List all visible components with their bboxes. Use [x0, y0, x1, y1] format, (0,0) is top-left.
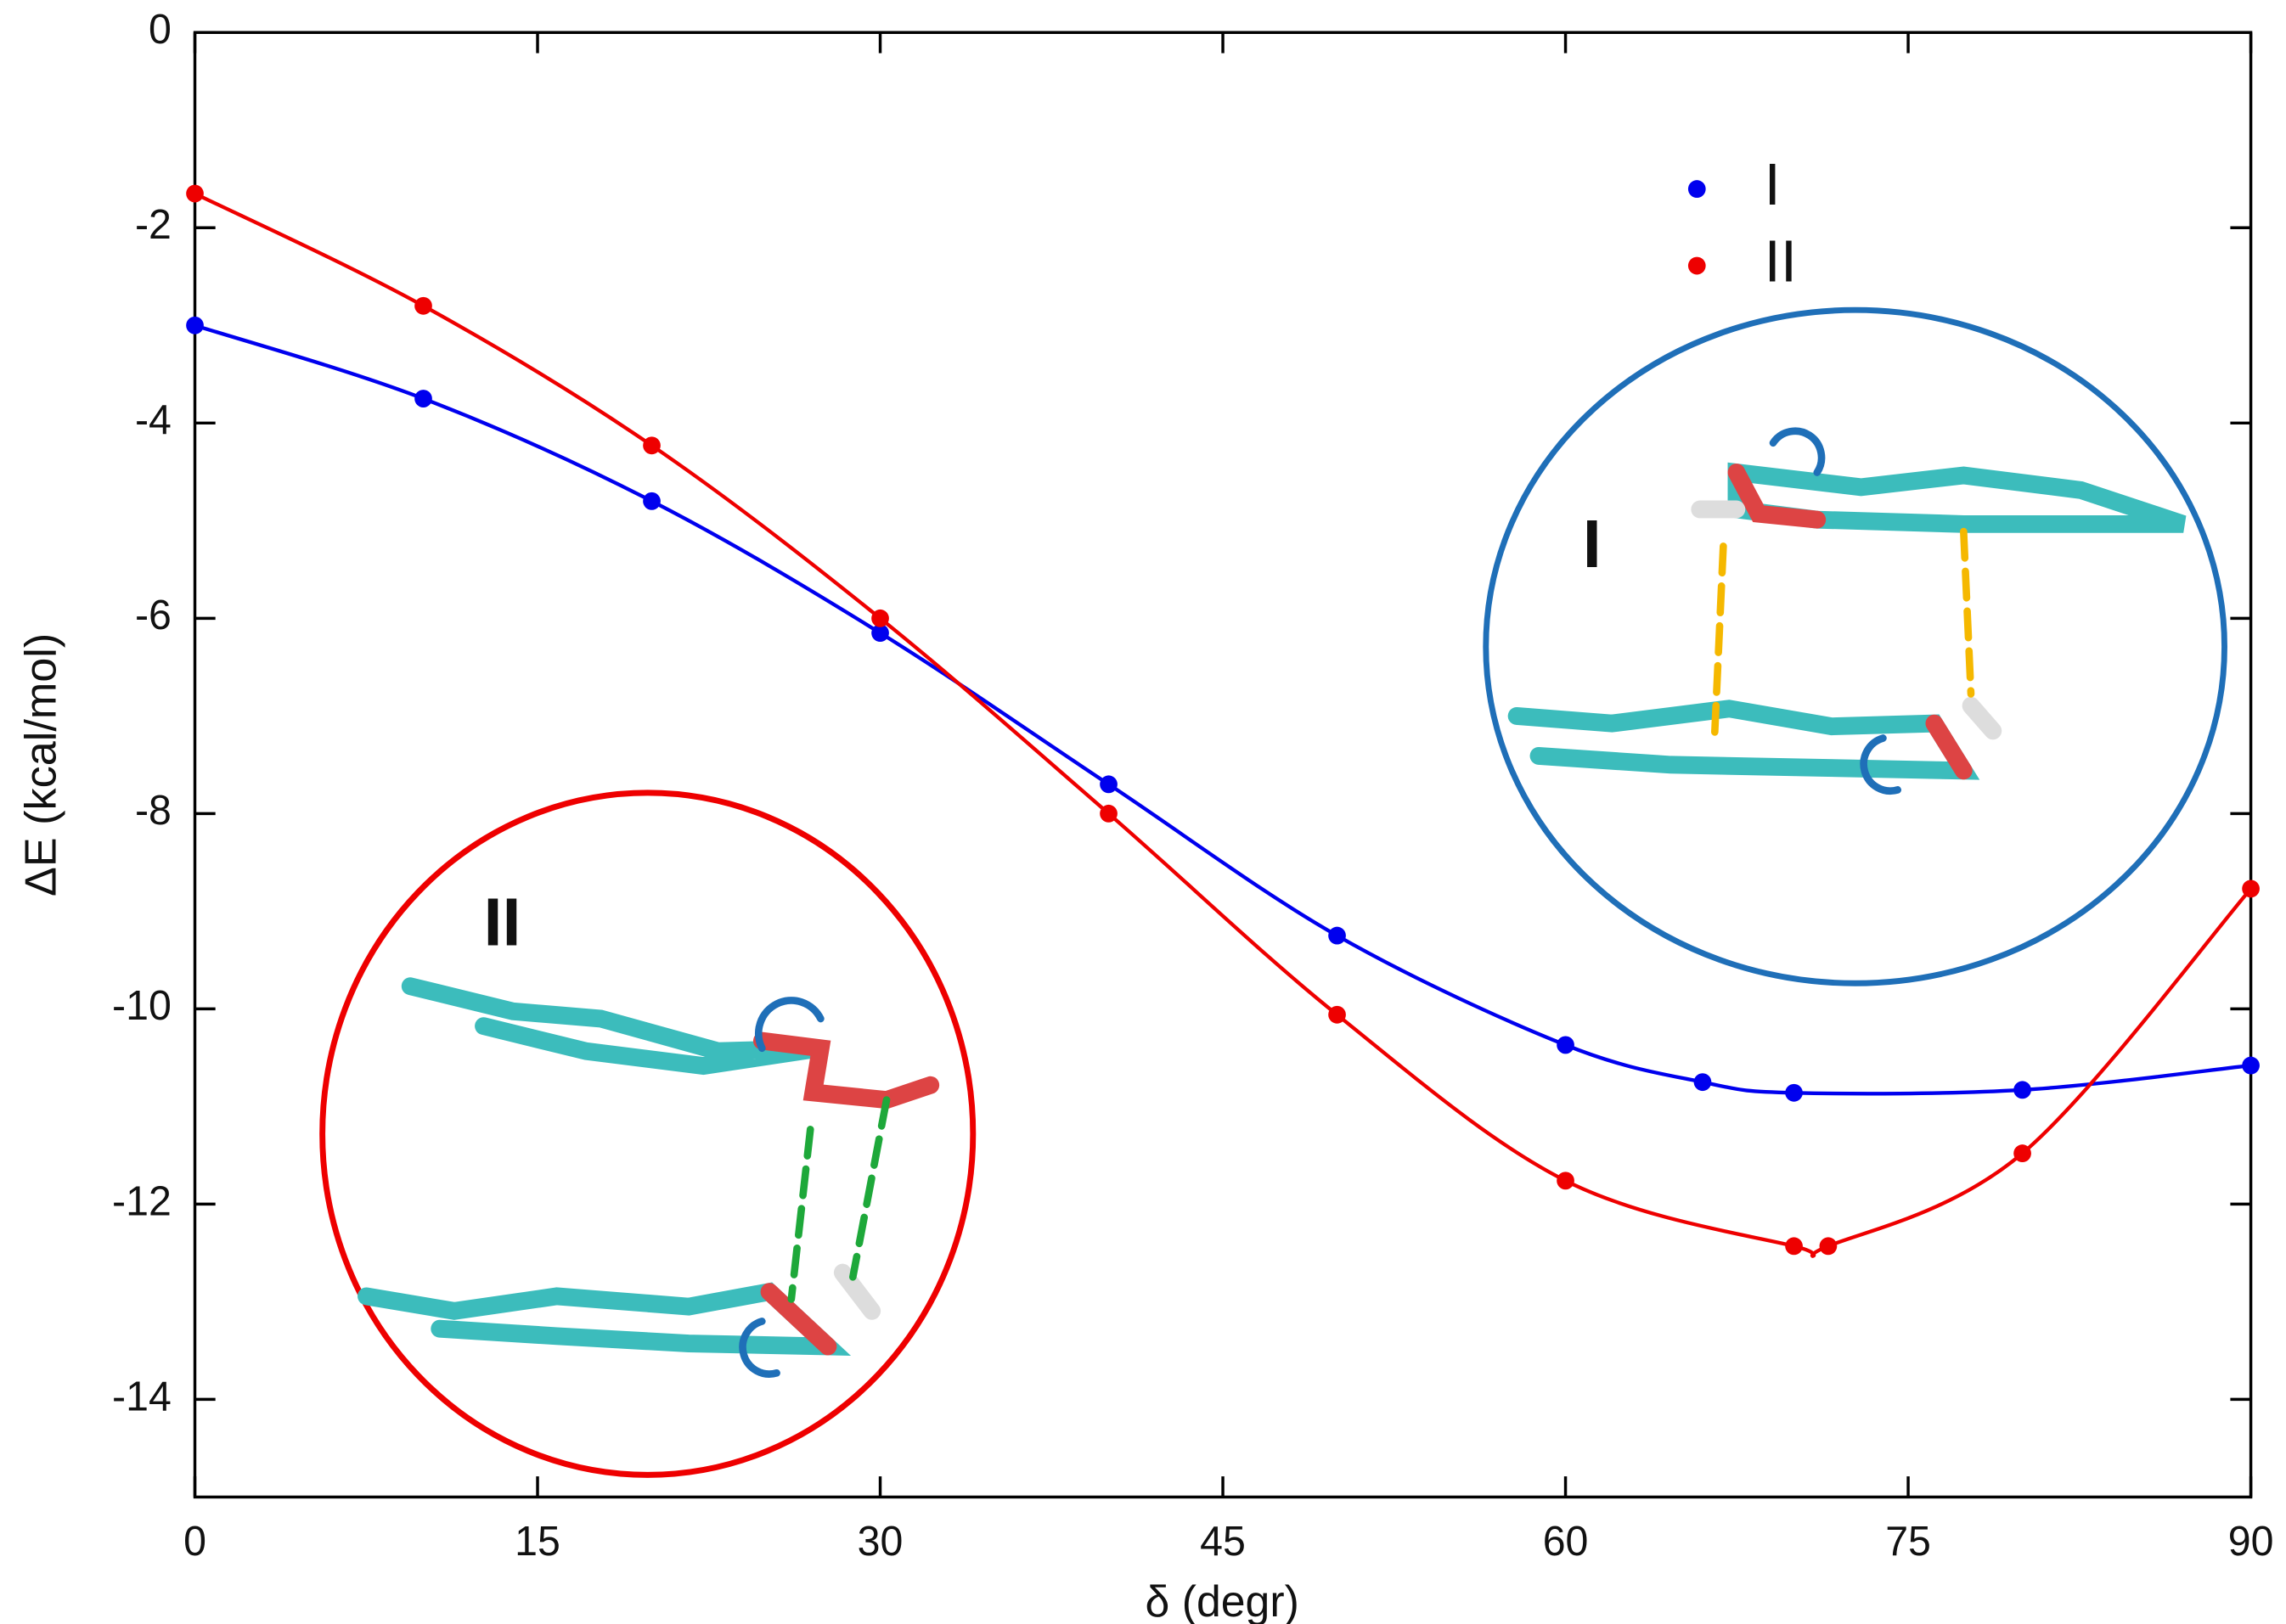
legend-marker	[1687, 180, 1706, 199]
y-tick-label: -12	[112, 1178, 172, 1224]
data-point	[2013, 1144, 2031, 1163]
x-tick-label: 45	[1200, 1519, 1246, 1565]
y-tick-label: -8	[135, 788, 172, 834]
data-point	[186, 184, 204, 203]
x-tick-label: 0	[183, 1519, 206, 1565]
inset-structure-i	[1483, 306, 2227, 986]
legend-label: II	[1765, 228, 1797, 294]
data-point	[1100, 775, 1118, 794]
y-tick-label: -10	[112, 983, 172, 1029]
y-tick-label: -2	[135, 202, 172, 248]
x-tick-label: 90	[2228, 1519, 2274, 1565]
data-point	[1557, 1036, 1574, 1054]
data-point	[1819, 1237, 1838, 1256]
data-point	[1693, 1073, 1712, 1092]
x-axis-label: δ (degr)	[1146, 1577, 1299, 1624]
data-point	[414, 296, 432, 315]
data-point	[871, 609, 889, 627]
x-tick-label: 15	[515, 1519, 560, 1565]
x-tick-label: 60	[1543, 1519, 1589, 1565]
data-point	[1557, 1172, 1574, 1190]
data-point	[643, 436, 661, 455]
data-point	[2242, 879, 2260, 898]
y-tick-label: -4	[135, 397, 172, 443]
data-point	[414, 390, 432, 407]
data-point	[643, 492, 661, 510]
series-line	[194, 323, 2251, 1096]
data-point	[871, 624, 889, 643]
data-point	[2242, 1056, 2260, 1075]
x-tick-label: 75	[1885, 1519, 1931, 1565]
data-point	[1785, 1083, 1803, 1102]
y-tick-label: -6	[135, 593, 172, 638]
legend-marker	[1687, 256, 1706, 275]
data-point	[1100, 804, 1118, 823]
data-point	[1328, 1005, 1346, 1024]
data-point	[186, 316, 204, 334]
y-tick-label: -14	[112, 1374, 172, 1419]
inset-structure-ii	[319, 790, 977, 1478]
y-tick-label: 0	[149, 7, 172, 53]
data-point	[1785, 1237, 1803, 1256]
series-line	[194, 192, 2253, 1258]
inset-label: I	[1583, 506, 1602, 582]
y-axis-label: ΔE (kcal/mol)	[17, 633, 66, 896]
data-point	[1328, 926, 1346, 945]
x-tick-label: 30	[858, 1519, 904, 1565]
inset-label: II	[483, 884, 521, 959]
data-point	[2013, 1081, 2031, 1099]
legend-label: I	[1765, 151, 1781, 217]
